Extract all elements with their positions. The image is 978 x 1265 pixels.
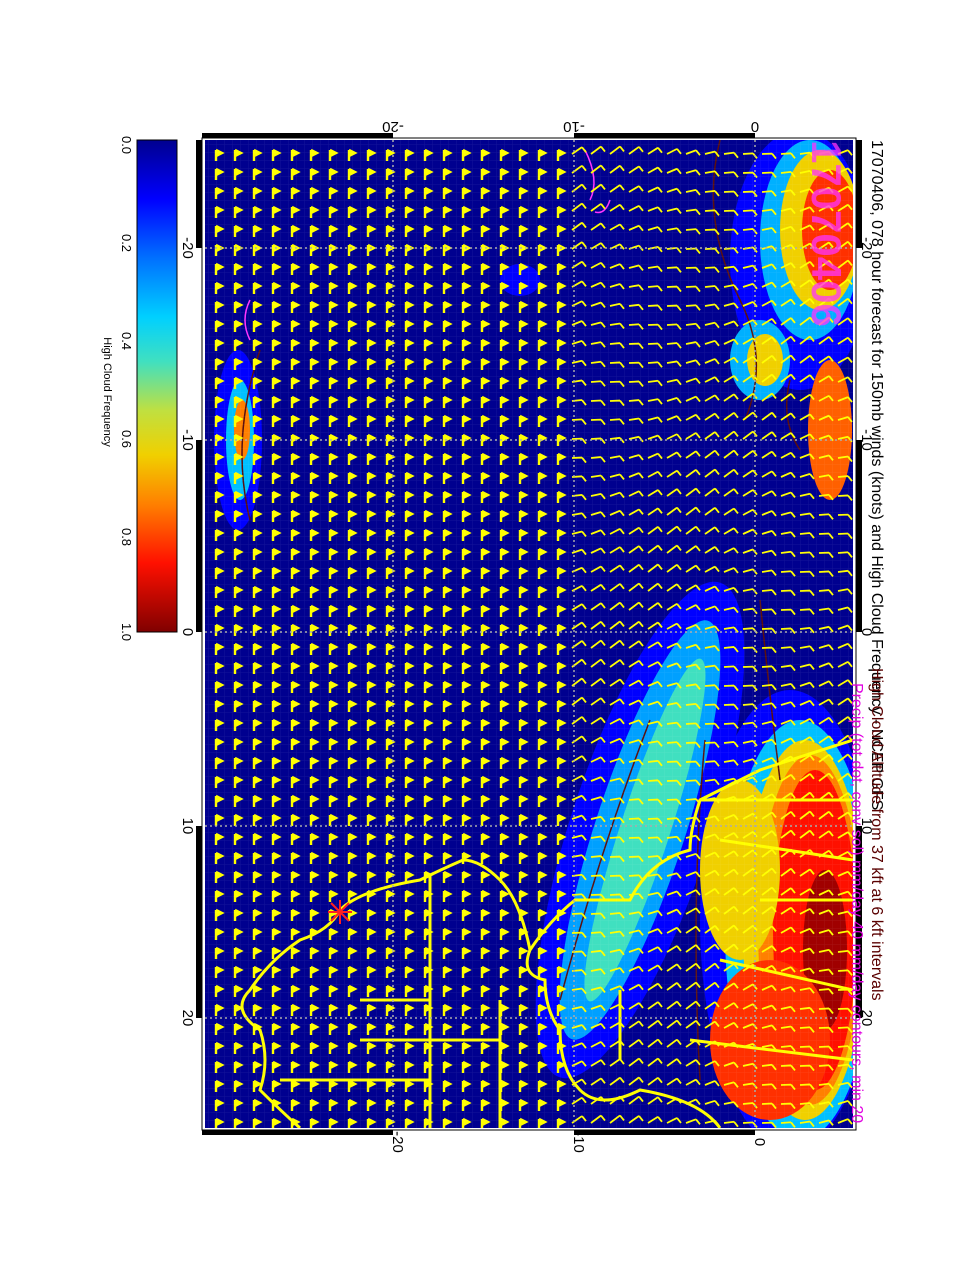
location-marker-icon [328, 900, 352, 924]
colorbar-tick: 0.0 [119, 136, 134, 154]
lat-tick: -10 [570, 1131, 587, 1153]
colorbar-tick: 0.8 [119, 528, 134, 546]
subtitle-precip: Precip (tot dot, conv sol) mm/day 40 mm/… [848, 683, 865, 1123]
lon-tick: 0 [858, 628, 875, 636]
colorbar-ticks: 0.0 0.2 0.4 0.6 0.8 1.0 [119, 136, 134, 641]
lon-tick: -10 [179, 429, 196, 451]
colorbar-label: High Cloud Frequency [101, 337, 113, 447]
colorbar-tick: 1.0 [119, 623, 134, 641]
map-frame [201, 137, 857, 1131]
lat-ticks-bottom: 0 -10 -20 [389, 1131, 768, 1153]
lat-tick: 0 [751, 1138, 768, 1146]
lon-tick: 20 [858, 1010, 875, 1027]
lon-tick: 10 [858, 818, 875, 835]
map-border-bars [196, 133, 862, 1135]
colorbar-tick: 0.2 [119, 234, 134, 252]
lat-tick: 0 [751, 118, 759, 135]
map-title: 17070406, 078 hour forecast for 150mb wi… [868, 140, 885, 810]
lon-tick: -20 [179, 237, 196, 259]
lon-tick: 0 [179, 628, 196, 636]
lat-tick: -20 [389, 1131, 406, 1153]
colorbar-tick: 0.4 [119, 332, 134, 350]
lat-tick: -10 [563, 118, 585, 135]
subtitle-cloud-altitude: High Cloud Altitude from 37 kft at 6 kft… [868, 668, 885, 1001]
lon-ticks-left: -20 -10 0 10 20 [179, 237, 196, 1026]
lon-tick: 20 [179, 1010, 196, 1027]
lat-tick: -20 [382, 118, 404, 135]
lon-tick: -10 [858, 429, 875, 451]
colorbar: 0.0 0.2 0.4 0.6 0.8 1.0 High Cloud Frequ… [101, 136, 178, 641]
lon-tick: 10 [179, 818, 196, 835]
colorbar-tick: 0.6 [119, 430, 134, 448]
lon-ticks-right: -20 -10 0 10 20 [858, 237, 875, 1026]
lon-tick: -20 [858, 237, 875, 259]
map-field [205, 140, 853, 1128]
lat-ticks-top: 0 -10 -20 [382, 118, 759, 135]
colorbar-gradient [136, 139, 178, 633]
date-stamp: 17070406 [803, 140, 850, 327]
